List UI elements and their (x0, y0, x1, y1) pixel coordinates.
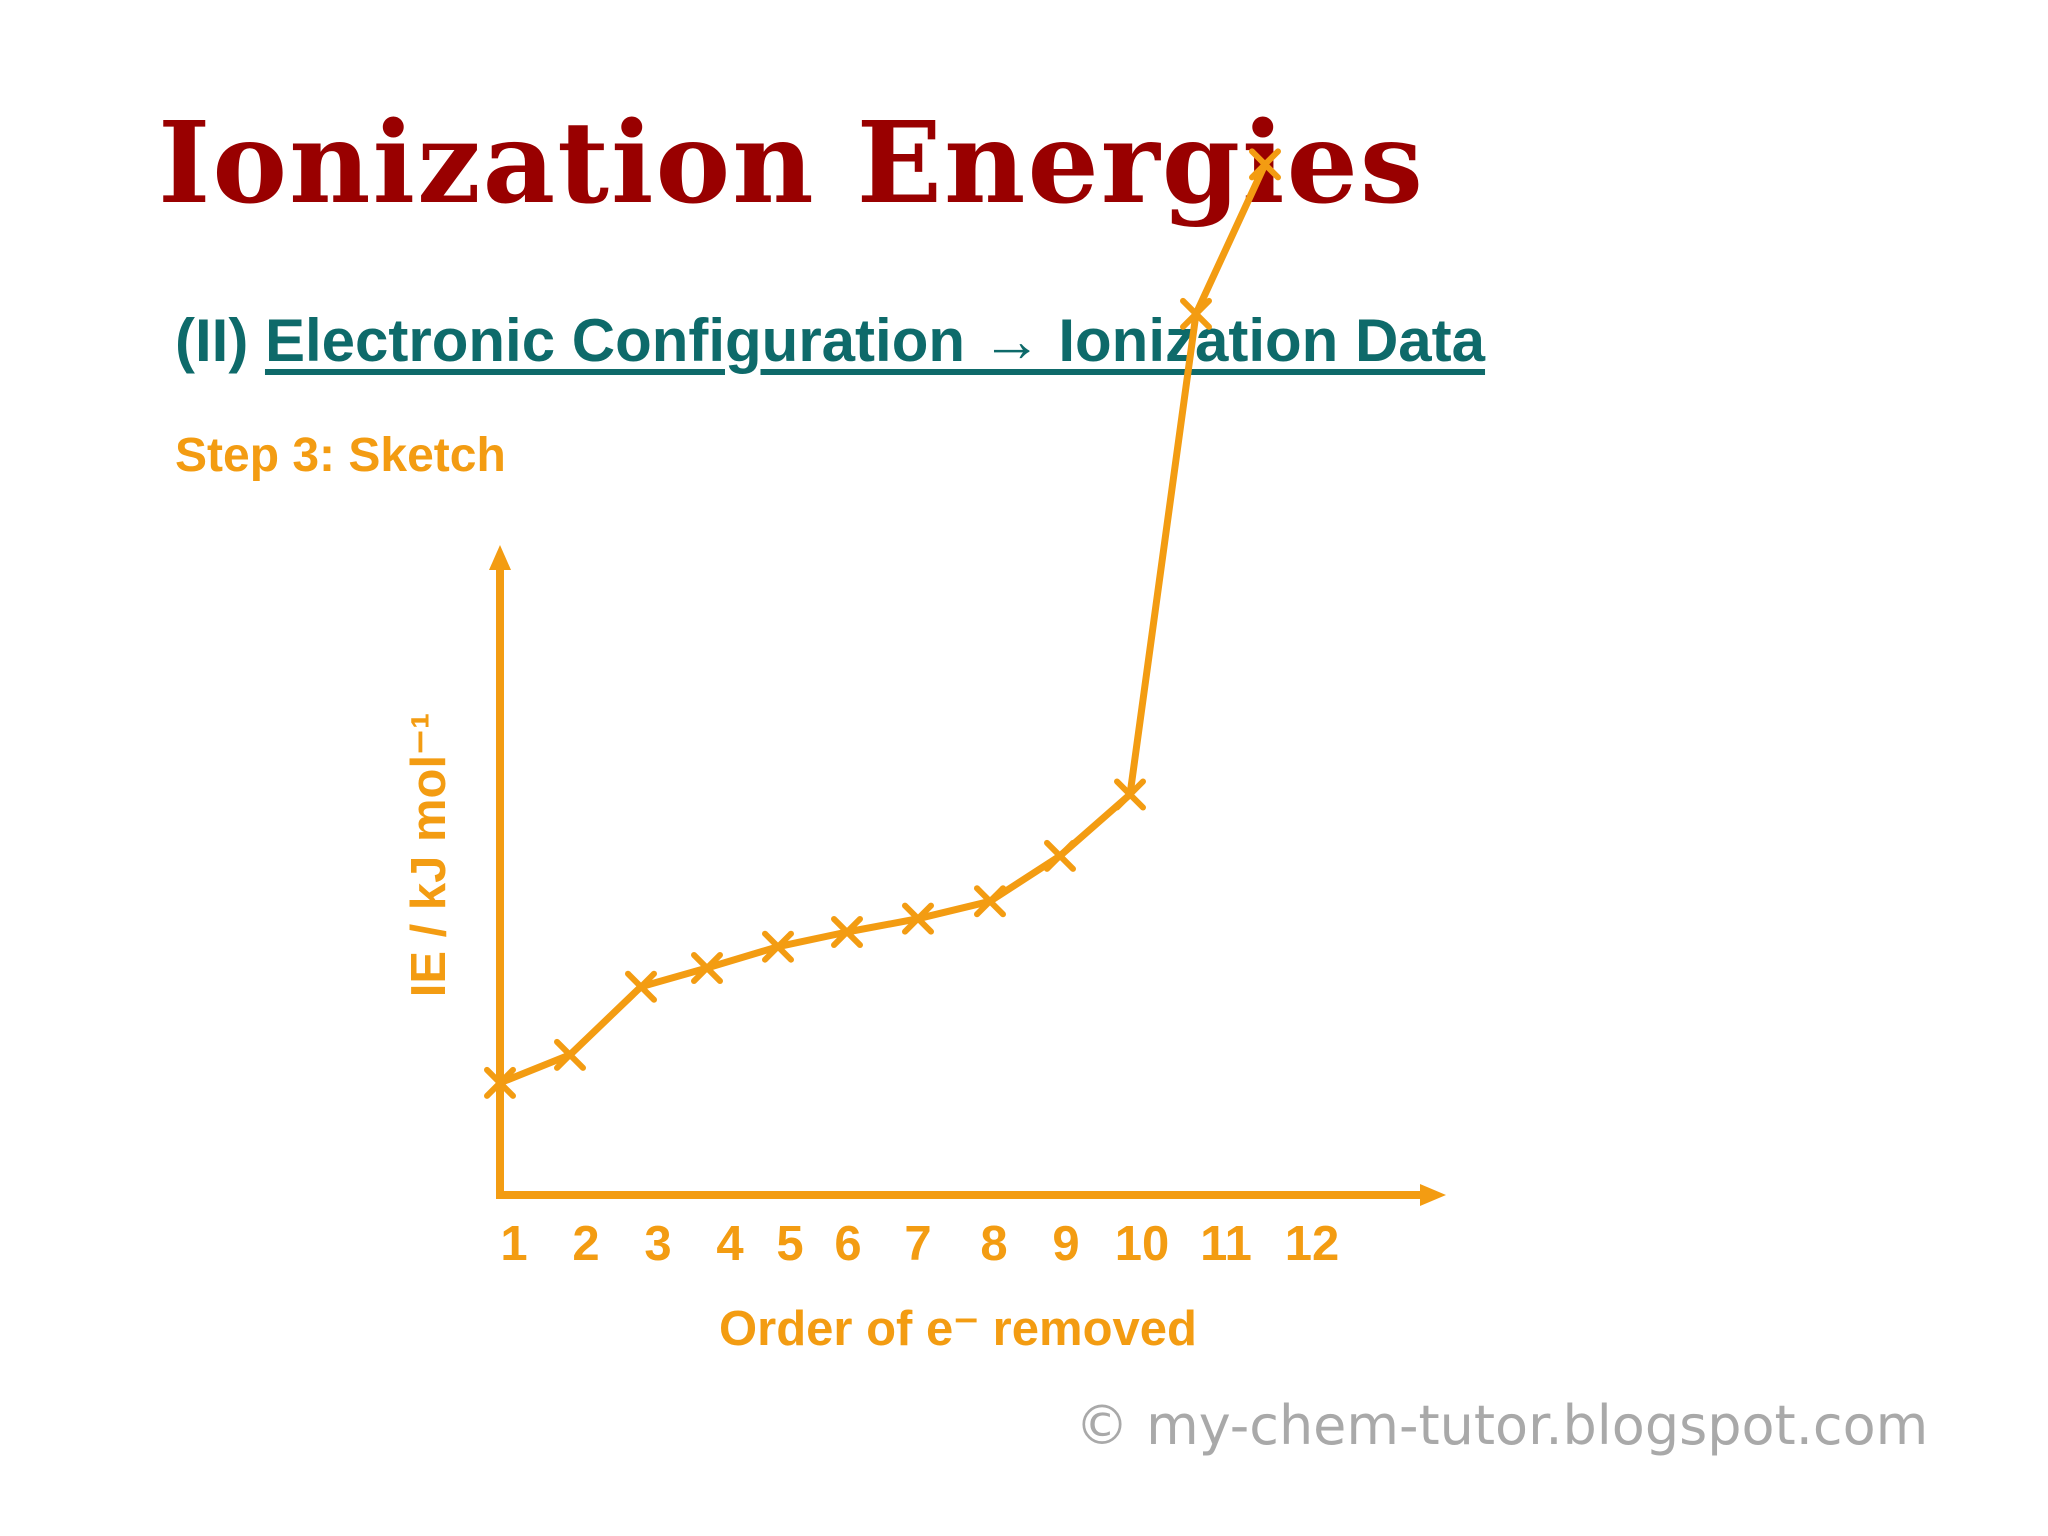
x-tick-label-10: 10 (1115, 1217, 1170, 1271)
data-point-4 (691, 952, 723, 985)
x-tick-labels: 1 2 3 4 5 6 7 8 9 10 11 12 (500, 1217, 1339, 1271)
y-axis-label: IE / kJ mol⁻¹ (402, 713, 456, 998)
y-axis-arrowhead (489, 545, 511, 570)
data-point-5 (762, 930, 794, 963)
series-line (498, 162, 1269, 1087)
data-point-3 (625, 970, 657, 1003)
section-heading: (II) Electronic Configuration → Ionizati… (175, 306, 1485, 375)
data-point-8 (974, 885, 1006, 918)
data-point-7 (902, 902, 934, 935)
y-axis (489, 545, 511, 1195)
step-label: Step 3: Sketch (175, 429, 506, 482)
data-point-2 (554, 1038, 586, 1071)
data-point-10 (1114, 778, 1146, 811)
data-point-11 (1180, 297, 1212, 330)
data-point-6 (831, 916, 863, 949)
section-number: (II) (175, 307, 249, 374)
x-tick-label-9: 9 (1052, 1217, 1079, 1271)
x-tick-label-6: 6 (834, 1217, 861, 1271)
x-tick-label-8: 8 (980, 1217, 1007, 1271)
data-markers (484, 148, 1281, 1099)
x-tick-label-11: 11 (1200, 1217, 1252, 1271)
x-tick-label-12: 12 (1285, 1217, 1340, 1271)
section-link[interactable]: Electronic Configuration → Ionization Da… (264, 307, 1486, 374)
x-tick-label-4: 4 (716, 1217, 743, 1271)
x-tick-label-2: 2 (572, 1217, 599, 1271)
data-point-12 (1249, 148, 1281, 181)
x-axis-label: Order of e⁻ removed (719, 1302, 1197, 1356)
data-point-1 (484, 1066, 516, 1099)
x-tick-label-7: 7 (904, 1217, 931, 1271)
x-tick-label-1: 1 (500, 1217, 527, 1271)
slide-title: Ionization Energies (158, 98, 1425, 229)
x-tick-label-3: 3 (644, 1217, 671, 1271)
x-axis (496, 1184, 1446, 1206)
data-point-9 (1044, 839, 1076, 872)
x-axis-arrowhead (1420, 1184, 1446, 1206)
copyright-notice: © my-chem-tutor.blogspot.com (1075, 1394, 1929, 1457)
x-tick-label-5: 5 (776, 1217, 803, 1271)
